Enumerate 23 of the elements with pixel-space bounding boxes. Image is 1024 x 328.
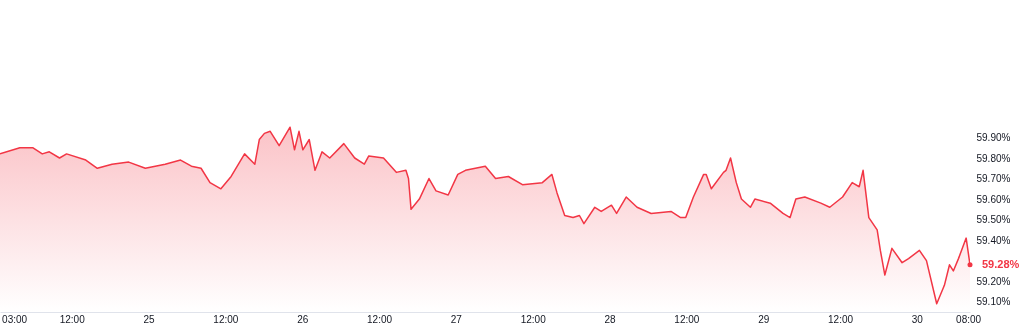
y-tick-label: 59.60% <box>976 193 1011 205</box>
y-tick-label: 59.80% <box>976 152 1011 164</box>
x-tick-label: 27 <box>450 313 463 325</box>
y-tick-label: 59.50% <box>976 214 1011 226</box>
x-tick-label: 12:00 <box>59 313 86 325</box>
x-tick-label: 25 <box>143 313 156 325</box>
y-tick-label: 59.20% <box>976 275 1011 287</box>
x-tick-label: 12:00 <box>367 313 393 325</box>
annotation: 59.28% <box>982 257 1020 270</box>
y-tick-label: 59.70% <box>976 173 1011 185</box>
y-tick-label: 59.10% <box>976 296 1011 308</box>
x-tick-label: 30 <box>911 313 924 325</box>
x-tick-label: 12:00 <box>828 313 854 325</box>
y-tick-label: 59.40% <box>976 234 1011 246</box>
x-tick-label: 29 <box>758 313 770 325</box>
x-tick-label: 12:00 <box>520 313 547 325</box>
x-tick-label: 08:00 <box>956 313 982 325</box>
x-tick-label: 26 <box>297 313 309 325</box>
x-tick-label: 12:00 <box>674 313 700 325</box>
x-tick-label: 28 <box>604 313 617 325</box>
x-tick-label: 12:00 <box>213 313 239 325</box>
y-tick-label: 59.90% <box>976 131 1011 143</box>
x-tick-label: 03:00 <box>2 313 28 325</box>
